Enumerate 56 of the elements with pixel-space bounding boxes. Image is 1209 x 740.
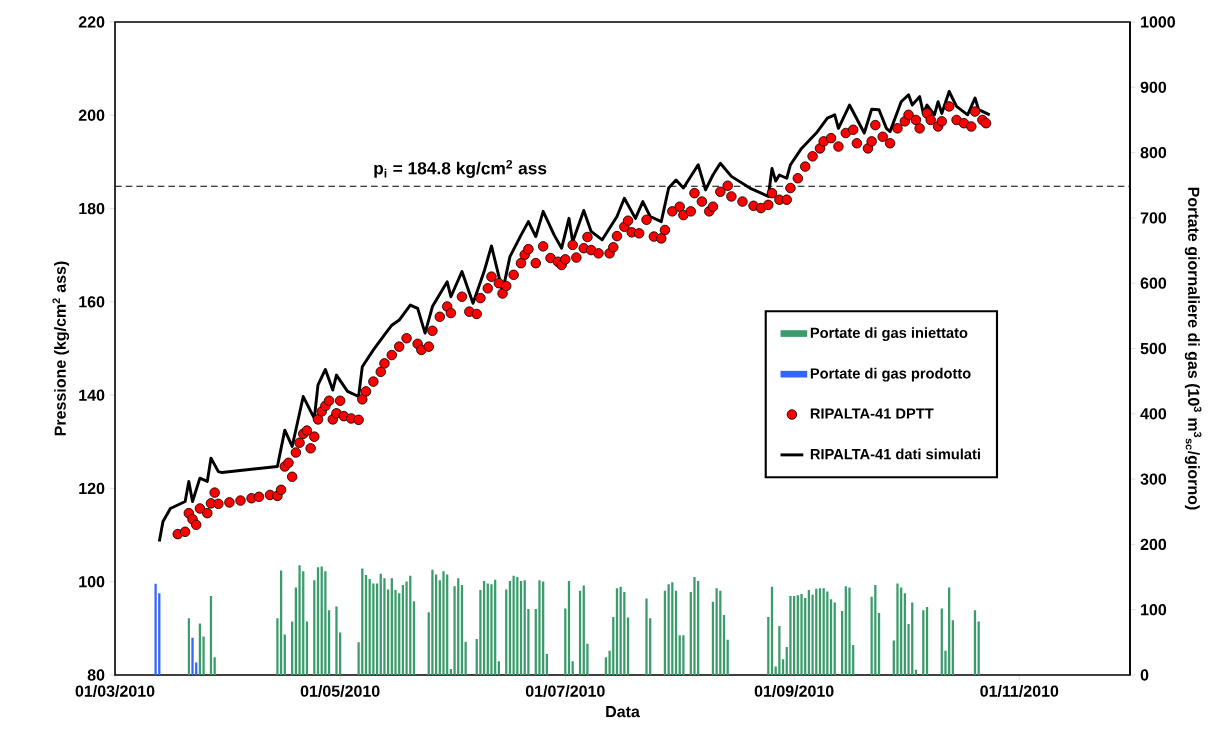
y2-tick-label: 400 bbox=[1140, 408, 1167, 420]
bar bbox=[778, 626, 781, 675]
y-tick-label: 160 bbox=[79, 296, 105, 308]
bar bbox=[442, 571, 445, 675]
y-tick-label: 120 bbox=[79, 482, 105, 495]
bar bbox=[848, 587, 851, 675]
bar bbox=[191, 637, 194, 675]
bar bbox=[298, 565, 301, 675]
bar bbox=[324, 571, 327, 675]
bar bbox=[383, 578, 386, 675]
x-tick-label: 01/03/2010 bbox=[75, 685, 155, 697]
x-tick-label: 01/11/2010 bbox=[980, 685, 1059, 697]
y-axis-title: Pressione (kg/cm$^{2}$ ass) bbox=[52, 261, 70, 436]
y-tick-label: 140 bbox=[79, 389, 105, 401]
y-tick-label: 80 bbox=[87, 669, 105, 681]
x-tick-label: 01/05/2010 bbox=[300, 685, 380, 697]
bar bbox=[693, 577, 696, 675]
bar bbox=[800, 594, 803, 675]
bar bbox=[213, 657, 216, 675]
bar bbox=[645, 598, 648, 675]
y-tick-label: 220 bbox=[78, 16, 105, 28]
y2-tick-label: 500 bbox=[1140, 342, 1167, 355]
x-axis-title: Data bbox=[606, 706, 640, 718]
y-tick-label: 180 bbox=[79, 202, 105, 215]
bar bbox=[431, 569, 434, 675]
bar bbox=[512, 575, 515, 675]
y-tick-label: 100 bbox=[79, 576, 105, 588]
y2-tick-label: 0 bbox=[1140, 669, 1149, 681]
x-tick-label: 01/07/2010 bbox=[525, 685, 605, 697]
y2-tick-label: 200 bbox=[1140, 538, 1167, 551]
bar bbox=[682, 635, 685, 675]
bar bbox=[497, 661, 500, 675]
bar bbox=[538, 580, 541, 675]
y2-tick-label: 300 bbox=[1140, 473, 1167, 485]
y2-tick-label: 800 bbox=[1140, 146, 1167, 159]
y2-tick-label: 1000 bbox=[1141, 16, 1175, 28]
bar bbox=[490, 584, 493, 675]
x-tick-label: 01/09/2010 bbox=[754, 685, 834, 697]
bar bbox=[715, 588, 718, 675]
bar bbox=[154, 583, 157, 675]
legend-label: Portate di gas prodotto bbox=[810, 367, 971, 382]
y2-tick-label: 100 bbox=[1141, 604, 1167, 616]
y2-tick-label: 700 bbox=[1140, 212, 1167, 224]
bar bbox=[896, 583, 899, 675]
bar bbox=[571, 661, 574, 675]
legend-label: Portate di gas iniettato bbox=[810, 327, 968, 341]
legend-label: RIPALTA-41 dati simulati bbox=[810, 448, 980, 460]
bar bbox=[372, 583, 375, 675]
y-tick-label: 200 bbox=[78, 109, 105, 121]
bar bbox=[789, 595, 792, 675]
legend-label: RIPALTA-41 DPTT bbox=[810, 408, 934, 419]
y2-tick-label: 600 bbox=[1140, 277, 1167, 289]
y2-axis-title: Portate giornaliere di gas (10$^{3}$ m$^{3}$$_{sc}$/giorno) bbox=[1184, 187, 1202, 510]
ref-line-label: p$_{i}$ = 184.8 kg/cm$^{2}$ ass bbox=[374, 159, 547, 178]
bar bbox=[335, 606, 338, 675]
y2-tick-label: 900 bbox=[1140, 81, 1167, 93]
